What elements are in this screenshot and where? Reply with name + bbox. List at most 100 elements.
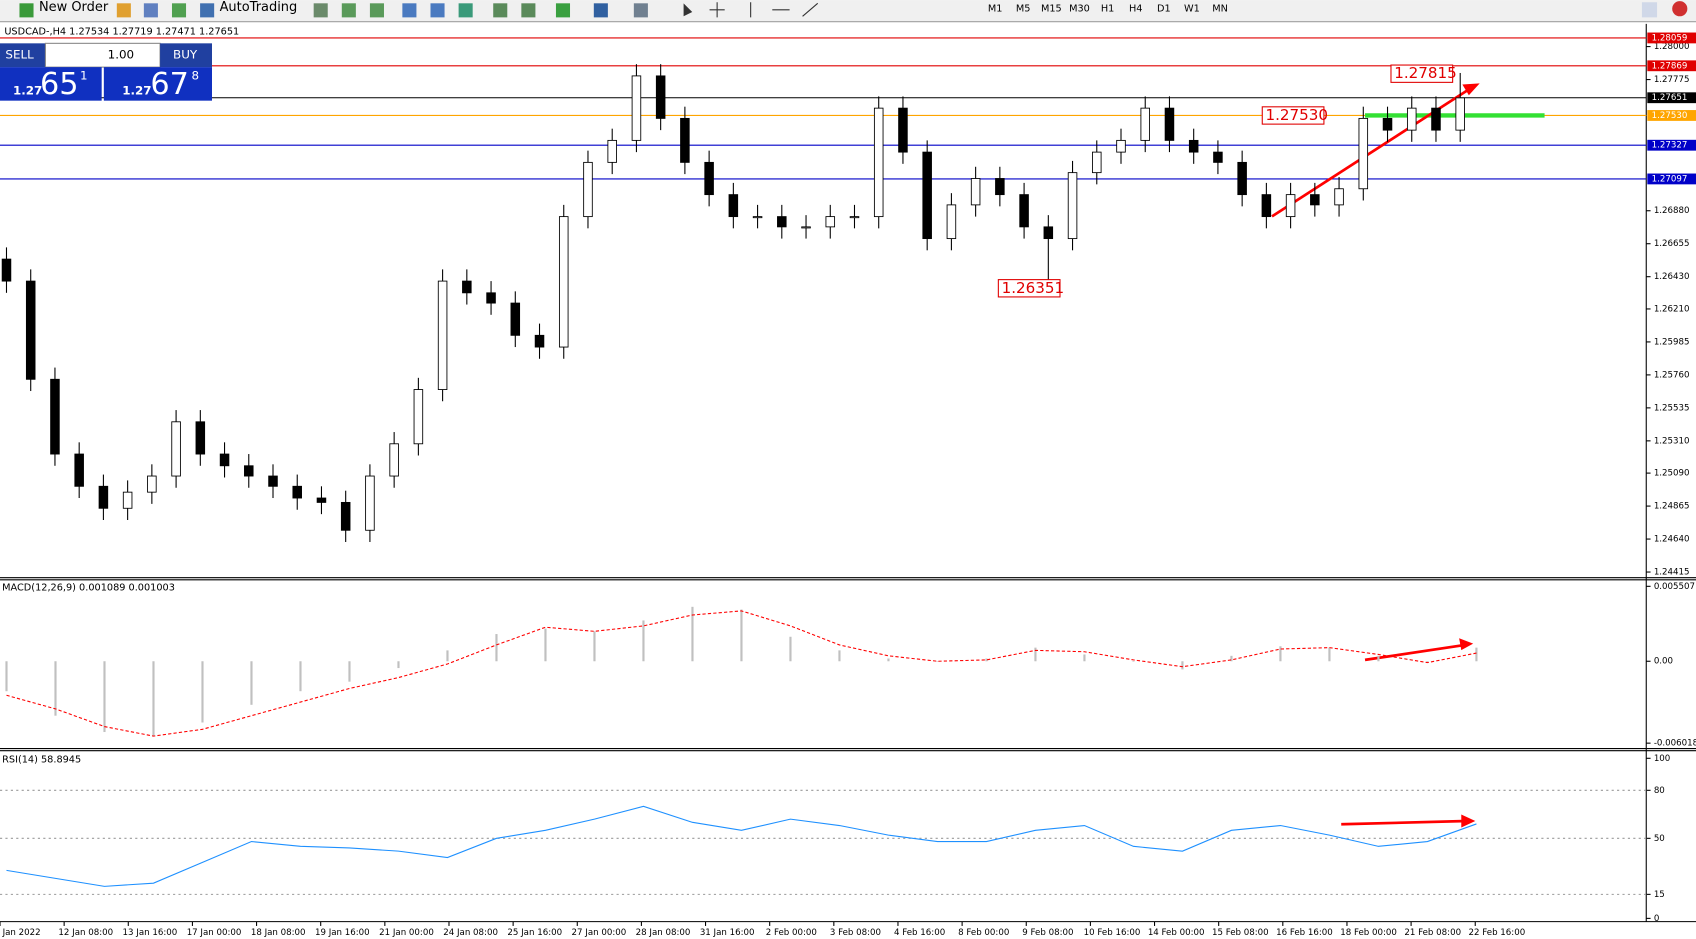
y-tick-label: 1.24640 <box>1654 535 1690 545</box>
arrow-head <box>1462 83 1480 96</box>
ask-big: 67 <box>150 67 189 102</box>
x-tick-label: 12 Jan 08:00 <box>58 928 113 938</box>
bid-box[interactable] <box>0 67 102 101</box>
new-order-icon[interactable] <box>19 3 34 18</box>
macd-bar <box>936 661 939 662</box>
bid-prefix: 1.27 <box>13 83 42 97</box>
candle-body <box>1116 139 1126 153</box>
indicators[interactable] <box>555 3 571 18</box>
price-level-label: 1.27327 <box>1652 141 1688 151</box>
tool-icon[interactable] <box>493 3 508 18</box>
lots[interactable]: 1.00 <box>108 48 134 62</box>
ask-prefix: 1.27 <box>122 83 151 97</box>
timeframe[interactable]: D1 <box>1157 4 1171 15</box>
price-level-tag <box>1647 139 1696 151</box>
draw-tools[interactable] <box>750 2 819 18</box>
macd-bar <box>446 650 449 662</box>
candle-body <box>25 280 36 380</box>
tool-icon[interactable] <box>313 3 328 18</box>
macd-arrow <box>1364 643 1467 662</box>
price-level-tag <box>1647 110 1696 121</box>
x-tick-label: 28 Jan 08:00 <box>636 928 691 938</box>
x-tick-label: 17 Jan 00:00 <box>187 928 242 938</box>
timeframe[interactable]: MN <box>1212 4 1228 15</box>
y-tick-label: 0.00 <box>1654 657 1673 667</box>
candle-body <box>1261 194 1272 218</box>
timeframe[interactable]: M15 <box>1041 4 1062 15</box>
tool-icon[interactable] <box>341 3 356 18</box>
x-tick-label: 21 Feb 08:00 <box>1404 928 1461 938</box>
y-tick-label: 100 <box>1654 754 1671 764</box>
sell-button[interactable] <box>0 43 46 68</box>
tool-icon[interactable] <box>521 3 536 18</box>
x-tick-label: 18 Feb 00:00 <box>1340 928 1397 938</box>
trade-panel: SELL 1.00 BUY 1.27 65 1 1.27 67 8 <box>0 42 212 102</box>
x-tick-label: 10 Feb 16:00 <box>1084 928 1141 938</box>
candle-body <box>219 453 230 467</box>
candle-body <box>1285 194 1296 218</box>
macd-bar <box>1181 661 1184 670</box>
candle-body <box>1188 139 1199 153</box>
sell[interactable]: SELL <box>5 48 34 62</box>
tool-icon[interactable] <box>369 3 384 18</box>
bid-small: 1 <box>80 68 88 82</box>
candle-body <box>946 204 957 240</box>
ask-small: 8 <box>191 68 199 82</box>
autotrading-icon[interactable] <box>200 3 215 18</box>
timeframe[interactable]: M1 <box>988 4 1003 15</box>
candle-body <box>558 216 569 348</box>
y-tick-label: 1.24415 <box>1654 568 1690 578</box>
notifications[interactable] <box>1672 1 1688 17</box>
candle-body <box>752 216 763 219</box>
candle-body <box>98 485 109 509</box>
x-tick-label: 4 Feb 16:00 <box>894 928 945 938</box>
templates[interactable] <box>633 3 648 18</box>
candle-body <box>728 194 739 218</box>
lot-field[interactable] <box>44 42 161 68</box>
candle-body <box>122 491 133 509</box>
timeframe[interactable]: W1 <box>1184 4 1200 15</box>
candle-body <box>50 378 60 455</box>
macd-bar <box>544 628 547 662</box>
tool-icon[interactable] <box>116 3 131 18</box>
buy-button[interactable] <box>160 43 212 68</box>
x-tick-label: 18 Jan 08:00 <box>251 928 306 938</box>
timeframe[interactable]: M5 <box>1016 4 1031 15</box>
candle-body <box>801 226 811 229</box>
bid-big: 65 <box>40 67 79 102</box>
candle-body <box>583 161 593 218</box>
tool-icon[interactable] <box>143 3 158 18</box>
periods[interactable] <box>593 3 608 18</box>
zoom-in[interactable] <box>402 3 417 18</box>
x-tick-label: 25 Jan 16:00 <box>507 928 562 938</box>
candle-body <box>1043 226 1054 240</box>
zoom-out[interactable] <box>430 3 445 18</box>
candle-body <box>1 258 12 282</box>
timeframe[interactable]: M30 <box>1069 4 1090 15</box>
timeframe[interactable]: H1 <box>1101 4 1115 15</box>
candle-body <box>607 139 617 163</box>
cursor[interactable] <box>683 3 693 17</box>
timeframe[interactable]: H4 <box>1129 4 1143 15</box>
candle-body <box>1019 194 1029 228</box>
macd-bar <box>691 606 694 662</box>
chart-title: USDCAD-,H4 1.27534 1.27719 1.27471 1.276… <box>4 26 239 37</box>
macd-bar <box>299 661 302 692</box>
crosshair[interactable] <box>709 2 725 18</box>
macd-bar <box>1083 654 1086 662</box>
annotation: 1.26351 <box>1002 279 1065 297</box>
macd-bar <box>642 620 645 662</box>
buy[interactable]: BUY <box>173 48 198 62</box>
macd-bar <box>5 661 8 692</box>
tool-icon[interactable] <box>171 3 187 18</box>
new-order[interactable]: New Order <box>39 0 109 15</box>
autotrading[interactable]: AutoTrading <box>220 0 298 15</box>
candle-body <box>1431 107 1441 131</box>
price-level-label: 1.27530 <box>1652 111 1688 121</box>
search[interactable] <box>1641 2 1658 18</box>
tile[interactable] <box>458 3 473 18</box>
candle-body <box>413 389 424 445</box>
ask-box[interactable] <box>103 67 212 101</box>
annotation-box <box>1261 106 1325 125</box>
